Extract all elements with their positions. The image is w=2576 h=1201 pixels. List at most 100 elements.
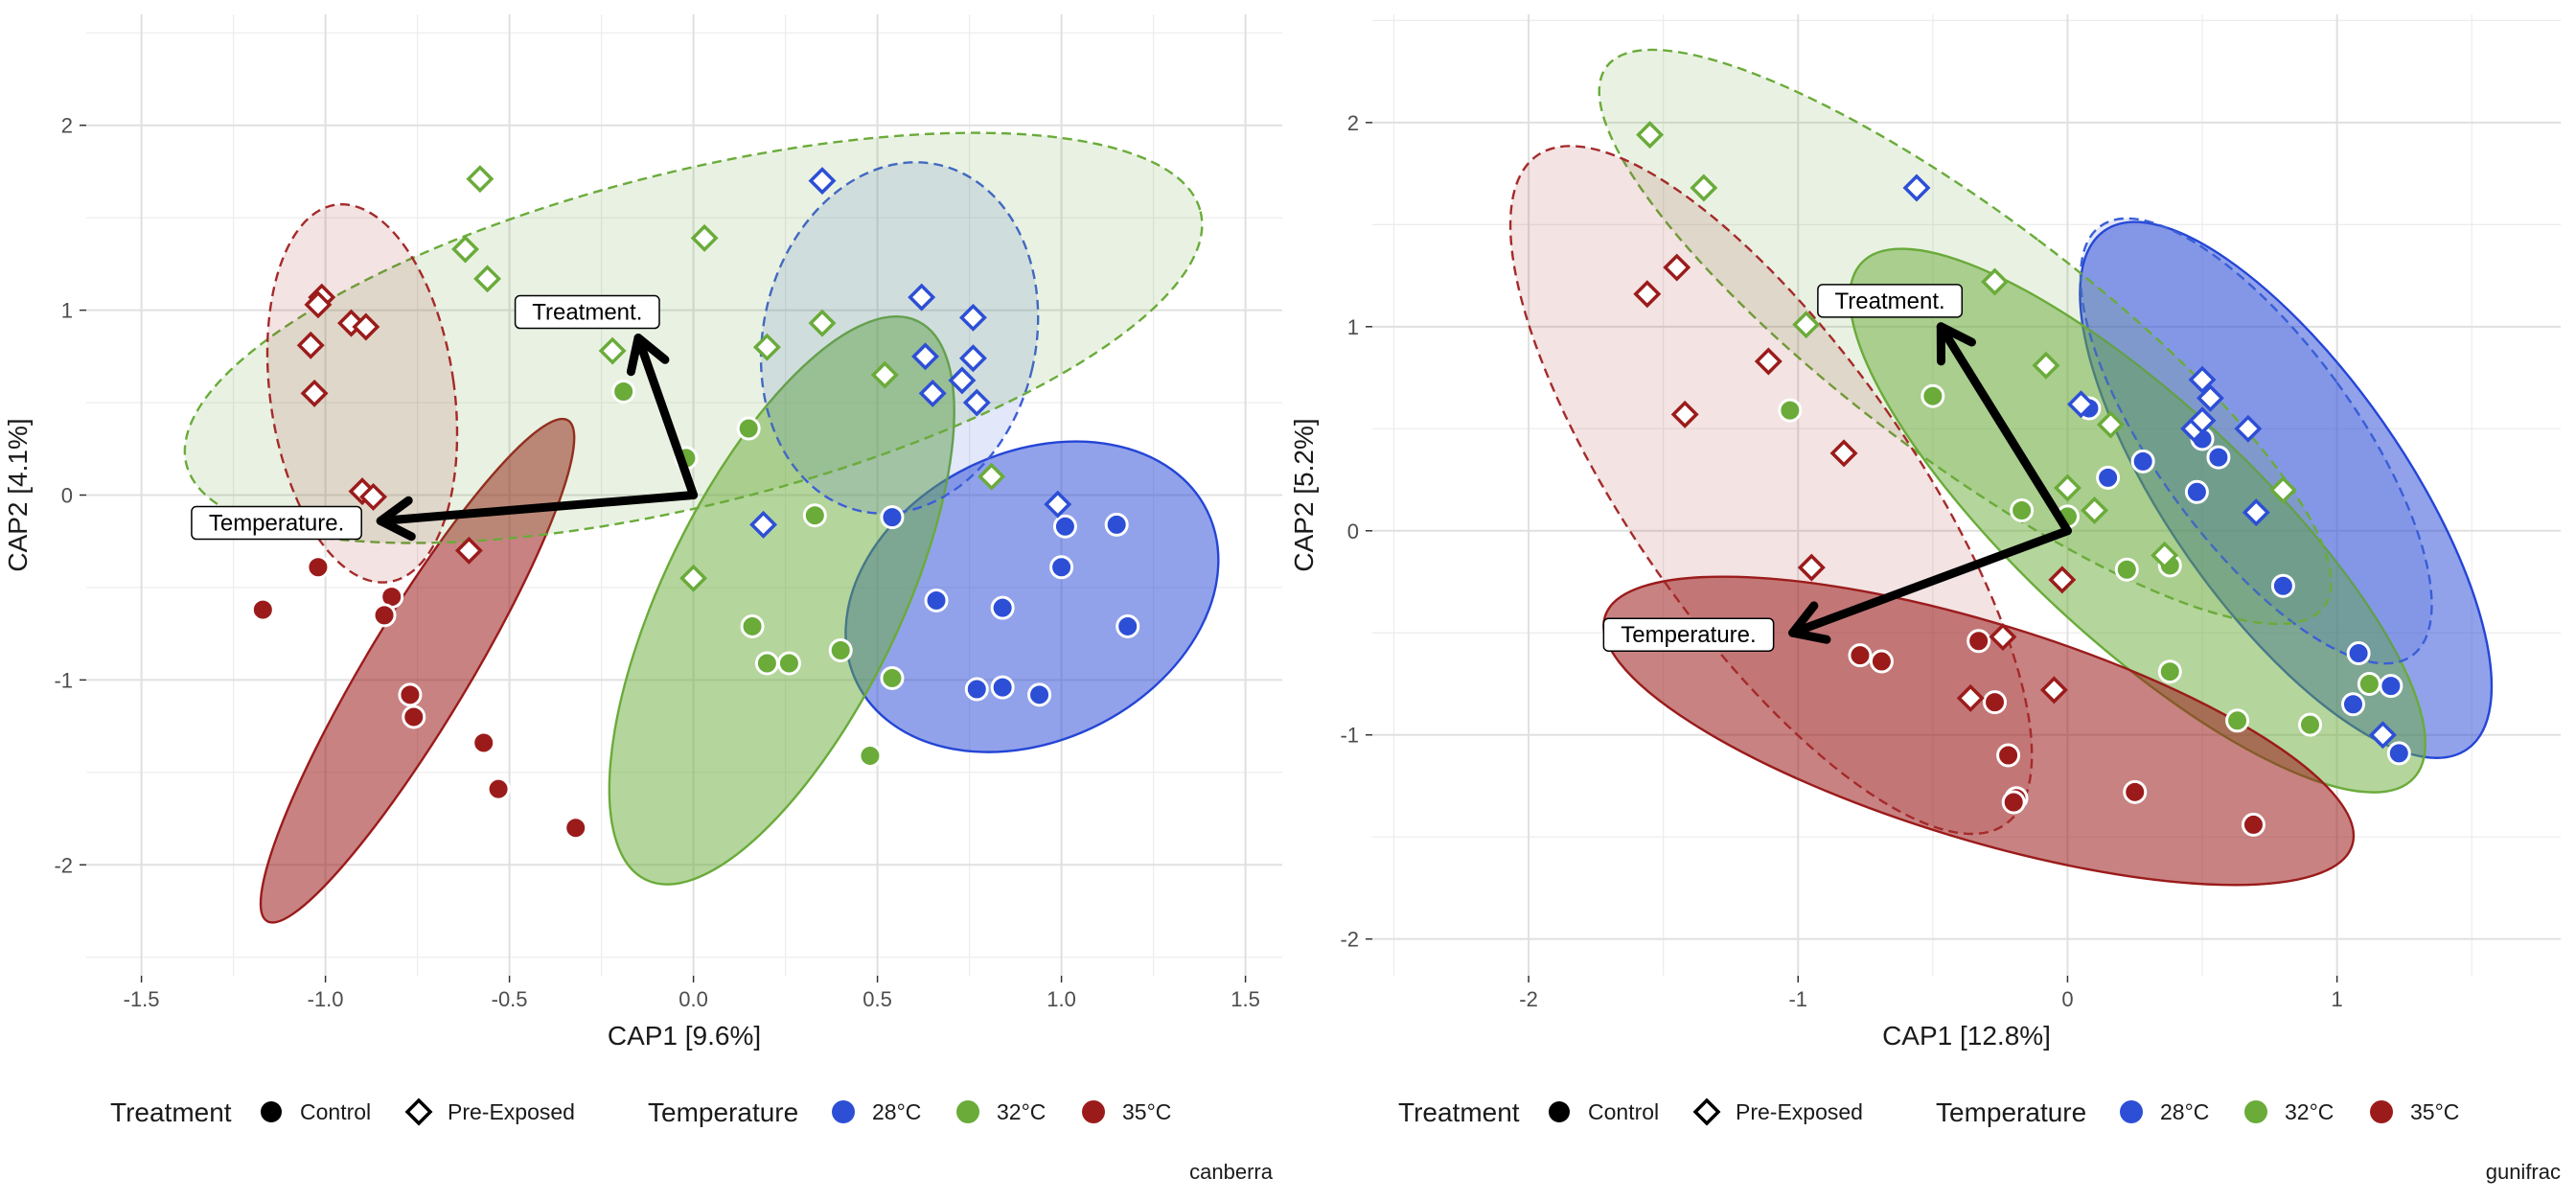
legend-canberra: Treatment Control Pre-Exposed Temperature 28… <box>110 1097 1171 1127</box>
point-28c-pre-exposed <box>808 167 837 196</box>
point-28c-pre-exposed <box>1044 490 1072 519</box>
y-tick-label: -2 <box>1340 928 1359 952</box>
panel-gunifrac: -2 -1 0 1 -2 -1 0 1 2 CAP1 [12.8%] CAP2 [5.2%] Trea… <box>1289 14 2561 1184</box>
point-32c-pre-exposed <box>466 165 494 194</box>
point-32c-pre-exposed <box>2096 410 2125 439</box>
point-32c-pre-exposed <box>2268 475 2297 504</box>
point-32c-control <box>1920 383 1945 408</box>
point-28c-control <box>1052 514 1077 539</box>
point-32c-pre-exposed <box>870 360 899 389</box>
legend-key-32c <box>956 1100 979 1123</box>
point-28c-pre-exposed <box>2234 414 2263 443</box>
point-28c-pre-exposed <box>1902 173 1931 202</box>
legend-label-32c: 32°C <box>997 1099 1046 1124</box>
point-28c-pre-exposed <box>2196 383 2224 412</box>
arrow-label-treatment: Treatment. <box>532 300 642 326</box>
x-tick-label: -1.0 <box>308 987 344 1011</box>
point-32c-pre-exposed <box>808 309 837 337</box>
legend-key-pre-exposed <box>404 1097 433 1126</box>
point-28c-control <box>2386 741 2411 766</box>
legend-key-28c <box>2120 1100 2143 1123</box>
x-tick-label: -2 <box>1519 987 1538 1011</box>
point-28c-control <box>1104 512 1129 537</box>
x-axis-title: CAP1 [12.8%] <box>1882 1021 2051 1051</box>
arrow-head-treatment <box>626 334 670 377</box>
point-28c-pre-exposed <box>948 366 977 395</box>
ellipse-35c-control <box>259 417 576 924</box>
point-35c-control <box>250 597 275 622</box>
point-35c-control <box>564 816 588 841</box>
point-32c-pre-exposed <box>598 336 627 365</box>
point-28c-control <box>1049 555 1074 580</box>
point-35c-control <box>472 730 496 755</box>
x-tick-label: 1.5 <box>1230 987 1260 1011</box>
ellipses <box>1508 48 2494 887</box>
point-35c-pre-exposed <box>1797 553 1826 582</box>
point-32c-control <box>754 651 779 676</box>
point-32c-control <box>611 379 636 404</box>
y-tick-label: -2 <box>54 853 73 877</box>
point-32c-pre-exposed <box>451 235 479 264</box>
arrow-head-treatment <box>1936 322 1976 366</box>
legend-gunifrac: Treatment Control Pre-Exposed Temperature 28… <box>1398 1097 2459 1127</box>
ellipse-28c-pre-exposed <box>759 161 1040 515</box>
y-tick-label: 2 <box>1347 111 1359 135</box>
legend-treatment-title: Treatment <box>110 1097 232 1127</box>
point-28c-control <box>2184 479 2209 504</box>
point-28c-pre-exposed <box>749 510 778 539</box>
point-35c-control <box>1869 649 1894 674</box>
point-28c-control <box>990 595 1015 620</box>
point-28c-pre-exposed <box>2188 365 2217 394</box>
y-axis-title: CAP2 [5.2%] <box>1289 418 1319 571</box>
legend-label-pre-exposed: Pre-Exposed <box>1736 1099 1863 1124</box>
point-32c-control <box>2114 557 2139 582</box>
point-35c-pre-exposed <box>2039 676 2068 704</box>
point-35c-control <box>372 603 397 628</box>
point-28c-pre-exposed <box>2067 390 2095 419</box>
arrow-label-box-treatment <box>514 294 660 330</box>
legend-treatment-title: Treatment <box>1398 1097 1520 1127</box>
point-32c-control <box>802 503 827 528</box>
biplot-arrows: Treatment. Temperature. <box>1602 284 2072 652</box>
point-35c-pre-exposed <box>2048 566 2077 594</box>
point-35c-pre-exposed <box>1633 280 1662 309</box>
point-32c-control <box>776 651 801 676</box>
point-32c-control <box>2298 712 2323 737</box>
legend-label-control: Control <box>300 1099 371 1124</box>
point-28c-pre-exposed <box>908 283 936 312</box>
legend-key-control <box>261 1101 282 1122</box>
point-28c-control <box>2096 465 2121 490</box>
point-35c-control <box>486 776 511 801</box>
x-tick-label: 1 <box>2331 987 2342 1011</box>
point-35c-pre-exposed <box>1989 623 2017 651</box>
point-32c-pre-exposed <box>2053 473 2082 502</box>
x-tick-label: -1.5 <box>124 987 160 1011</box>
ellipse-35c-control <box>1602 575 2356 887</box>
arrow-shaft-temperature <box>1788 526 2072 637</box>
legend-key-pre-exposed <box>1692 1097 1721 1126</box>
point-28c-control <box>1027 682 1052 707</box>
point-28c-control <box>990 675 1015 700</box>
point-32c-control <box>740 613 765 638</box>
arrow-label-box-temperature <box>1602 617 1775 652</box>
y-tick-label: 0 <box>1347 520 1359 543</box>
x-tick-label: 1.0 <box>1046 987 1076 1011</box>
biplot-arrows: Treatment. Temperature. <box>191 294 699 542</box>
point-28c-control <box>964 677 989 702</box>
arrow-label-box-treatment <box>1817 284 1964 318</box>
legend-label-28c: 28°C <box>872 1099 921 1124</box>
point-32c-pre-exposed <box>1981 267 2009 296</box>
point-35c-control <box>2001 790 2026 815</box>
panel-caption: gunifrac <box>2486 1160 2561 1184</box>
arrow-head-temperature <box>1788 601 1831 644</box>
point-32c-pre-exposed <box>473 265 502 293</box>
point-28c-control <box>1116 613 1140 638</box>
point-28c-control <box>2340 692 2365 717</box>
legend-label-35c: 35°C <box>1122 1099 1171 1124</box>
legend-key-35c <box>1082 1100 1105 1123</box>
point-28c-control <box>2130 449 2155 473</box>
point-32c-control <box>2157 659 2182 684</box>
point-28c-control <box>880 505 905 530</box>
arrow-label-temperature: Temperature. <box>1621 622 1756 648</box>
